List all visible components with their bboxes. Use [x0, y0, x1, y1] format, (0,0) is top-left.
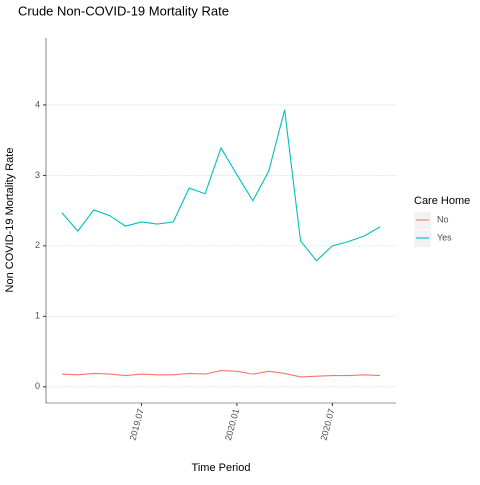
y-tick-label: 0 — [35, 381, 40, 391]
line-series — [61, 370, 381, 378]
y-tick-label: 2 — [35, 240, 40, 250]
x-tick-label: 2019.07 — [128, 408, 146, 442]
legend-label: No — [437, 214, 449, 224]
x-tick-label: 2020.01 — [223, 408, 241, 442]
y-tick-label: 3 — [35, 170, 40, 180]
legend-title: Care Home — [414, 195, 470, 207]
y-tick-label: 1 — [35, 311, 40, 321]
x-axis-title: Time Period — [192, 462, 251, 474]
y-tick-label: 4 — [35, 99, 40, 109]
chart-title: Crude Non-COVID-19 Mortality Rate — [18, 3, 229, 18]
legend-label: Yes — [437, 232, 452, 242]
y-axis-title: Non COVID-19 Mortality Rate — [4, 148, 16, 293]
x-tick-label: 2020.07 — [319, 408, 337, 442]
line-series — [61, 109, 381, 262]
